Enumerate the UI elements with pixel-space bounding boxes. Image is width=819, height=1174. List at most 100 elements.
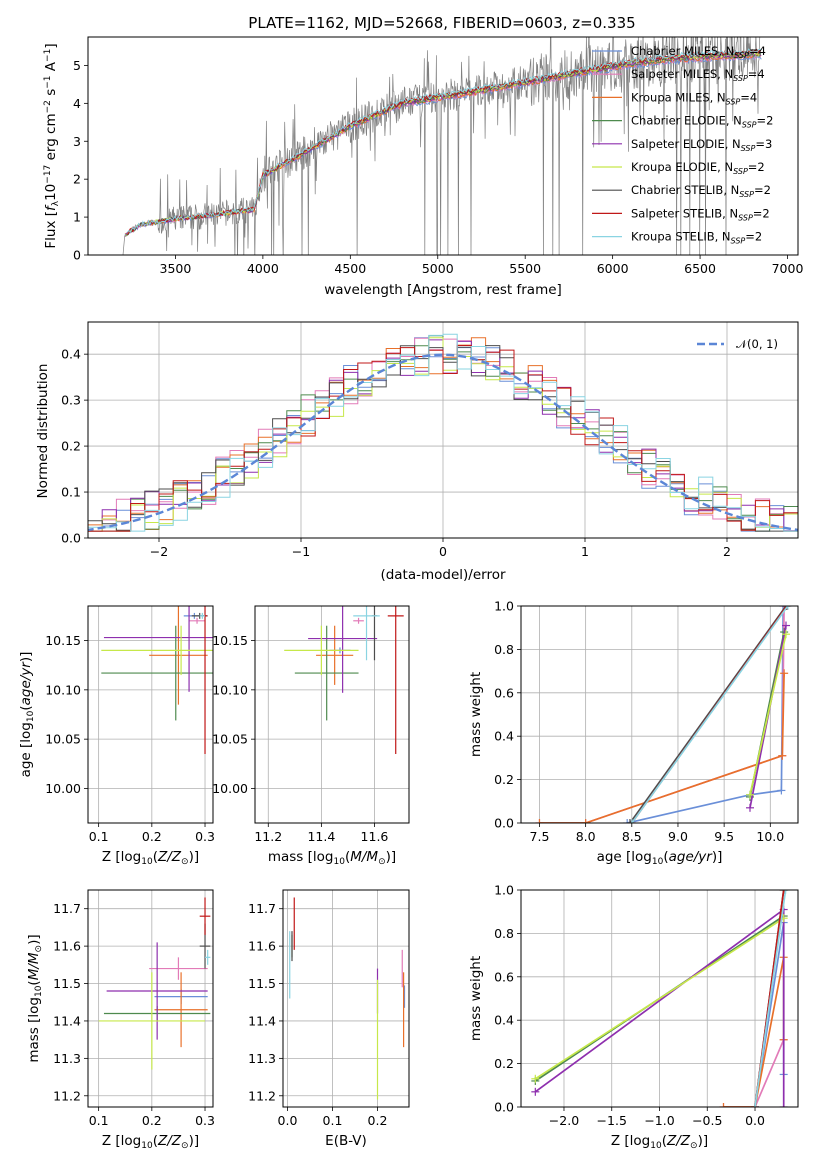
series-marker: [778, 751, 787, 760]
y-tick-label: 11.4: [53, 1013, 81, 1028]
x-tick-label: −0.5: [692, 1113, 722, 1128]
series-marker: [745, 803, 754, 812]
plot-area: [88, 333, 798, 532]
model-spectrum-kroupa-stelib: [127, 48, 762, 234]
series-marker: [781, 630, 790, 639]
spectrum-panel: 3500 4000 4500 5000 5500 6000 6500 7000 0 1 2 3 4 5 wa…: [43, 36, 804, 298]
x-tick-label: −2.0: [549, 1113, 579, 1128]
x-tick-label: −1.5: [597, 1113, 627, 1128]
x-tick-label: 11.6: [361, 829, 389, 844]
data-point: [284, 625, 359, 676]
y-axis-label: Flux [fλ10−17 erg cm−2 s−1 A−1]: [43, 43, 61, 248]
y-tick-label: 10.10: [212, 682, 248, 697]
x-tick-label: 2: [723, 544, 731, 559]
x-tick-label: 6500: [684, 261, 716, 276]
x-tick-label: 11.4: [307, 829, 335, 844]
y-tick-label: 5: [73, 58, 81, 73]
y-tick-label: 0.0: [494, 816, 514, 831]
data-point: [101, 625, 213, 721]
series-marker: [783, 606, 792, 610]
x-tick-label: 0.2: [142, 1113, 162, 1128]
x-tick-label: −1: [292, 544, 310, 559]
x-tick-label: 11.2: [254, 829, 282, 844]
y-tick-label: 2: [73, 172, 81, 187]
y-tick-label: 0.6: [494, 685, 514, 700]
y-tick-label: 11.2: [53, 1088, 81, 1103]
y-tick-label: 10.15: [212, 633, 248, 648]
y-tick-label: 11.5: [248, 976, 276, 991]
x-axis-label: mass [log10(M/M⊙)]: [268, 849, 396, 867]
x-tick-label: 5500: [509, 261, 541, 276]
series-marker: [781, 621, 790, 630]
axes-frame: [87, 36, 799, 256]
legend: Chabrier MILES, NSSP=4 Salpeter MILES, NS…: [592, 44, 773, 246]
data-point: [353, 617, 364, 624]
x-tick-label: 7000: [772, 261, 804, 276]
plot-area: [535, 606, 792, 823]
series-marker: [781, 890, 790, 894]
x-tick-label: −1.0: [644, 1113, 674, 1128]
legend-label: Kroupa MILES, NSSP=4: [631, 90, 757, 106]
x-tick-label: 8.5: [622, 829, 642, 844]
x-tick-label: 0.1: [89, 1113, 109, 1128]
x-tick-label: 0.1: [323, 1113, 343, 1128]
mass-weight-vs-metallicity-panel: −2.0 −1.5 −1.0 −0.5 0.0 0.0 0.2 0.4 0.6 0.8 1.0 Z […: [468, 883, 799, 1151]
age-vs-mass-panel: 11.2 11.4 11.6 10.00 10.05 10.10 10.15 mass [lo…: [212, 605, 410, 867]
y-tick-label: 11.5: [53, 976, 81, 991]
legend-label: Kroupa ELODIE, NSSP=2: [631, 160, 765, 176]
y-tick-label: 1.0: [494, 599, 514, 614]
y-tick-label: 0.8: [494, 926, 514, 941]
y-tick-label: 11.7: [248, 901, 276, 916]
y-tick-label: 0.4: [494, 729, 514, 744]
y-tick-label: 0.0: [61, 531, 81, 546]
axes-frame: [87, 889, 214, 1108]
data-point: [353, 606, 380, 661]
mass-vs-extinction-panel: 0.0 0.1 0.2 11.2 11.3 11.4 11.5 11.6 11.7 E(B-V): [248, 889, 410, 1149]
y-tick-label: 0.0: [494, 1100, 514, 1115]
y-tick-label: 0.8: [494, 642, 514, 657]
residuals-panel: −2 −1 0 1 2 0.0 0.1 0.2 0.3 0.4 𝒩(0, 1) (data-model…: [35, 321, 799, 583]
y-tick-label: 11.6: [248, 939, 276, 954]
x-tick-label: 8.0: [576, 829, 596, 844]
x-axis-label: age [log10(age/yr)]: [597, 849, 723, 867]
y-tick-label: 0.6: [494, 969, 514, 984]
series-line-kroupa-stelib: [754, 890, 787, 1107]
y-axis-label: Normed distribution: [35, 364, 51, 499]
x-tick-label: 9.5: [714, 829, 734, 844]
legend-label: Salpeter ELODIE, NSSP=3: [631, 137, 772, 153]
x-tick-label: 0: [439, 544, 447, 559]
y-axis-label: mass [log10(M/M⊙)]: [26, 934, 44, 1062]
data-point: [98, 972, 206, 1070]
x-tick-label: 5000: [422, 261, 454, 276]
data-point: [199, 612, 206, 619]
axes-frame: [282, 889, 410, 1108]
x-tick-label: 0.0: [745, 1113, 765, 1128]
y-tick-label: 11.6: [53, 939, 81, 954]
data-point: [205, 949, 211, 965]
x-axis-label: E(B-V): [325, 1133, 367, 1149]
y-tick-label: 10.15: [45, 633, 81, 648]
y-tick-label: 1: [73, 210, 81, 225]
y-tick-label: 11.3: [248, 1051, 276, 1066]
data-point: [387, 606, 404, 754]
y-tick-label: 0: [73, 248, 81, 263]
data-point: [149, 606, 208, 705]
y-tick-label: 11.2: [248, 1088, 276, 1103]
data-point: [189, 617, 206, 624]
x-tick-label: 3500: [160, 261, 192, 276]
x-tick-label: 1: [581, 544, 589, 559]
y-tick-label: 10.00: [45, 781, 81, 796]
x-axis-label: wavelength [Angstrom, rest frame]: [324, 282, 562, 298]
age-vs-metallicity-panel: 0.1 0.2 0.3 10.00 10.05 10.10 10.15 Z [log10(Z/…: [18, 605, 215, 867]
x-tick-label: 0.3: [195, 1113, 215, 1128]
y-axis-label: age [log10(age/yr)]: [18, 652, 36, 778]
data-point: [199, 897, 211, 935]
series-marker: [623, 819, 632, 823]
x-tick-label: 4500: [334, 261, 366, 276]
x-tick-label: 0.0: [278, 1113, 298, 1128]
x-axis-label: (data-model)/error: [380, 567, 506, 583]
axes-frame: [87, 605, 214, 824]
series-marker: [780, 669, 789, 678]
plot-area: [98, 897, 211, 1070]
